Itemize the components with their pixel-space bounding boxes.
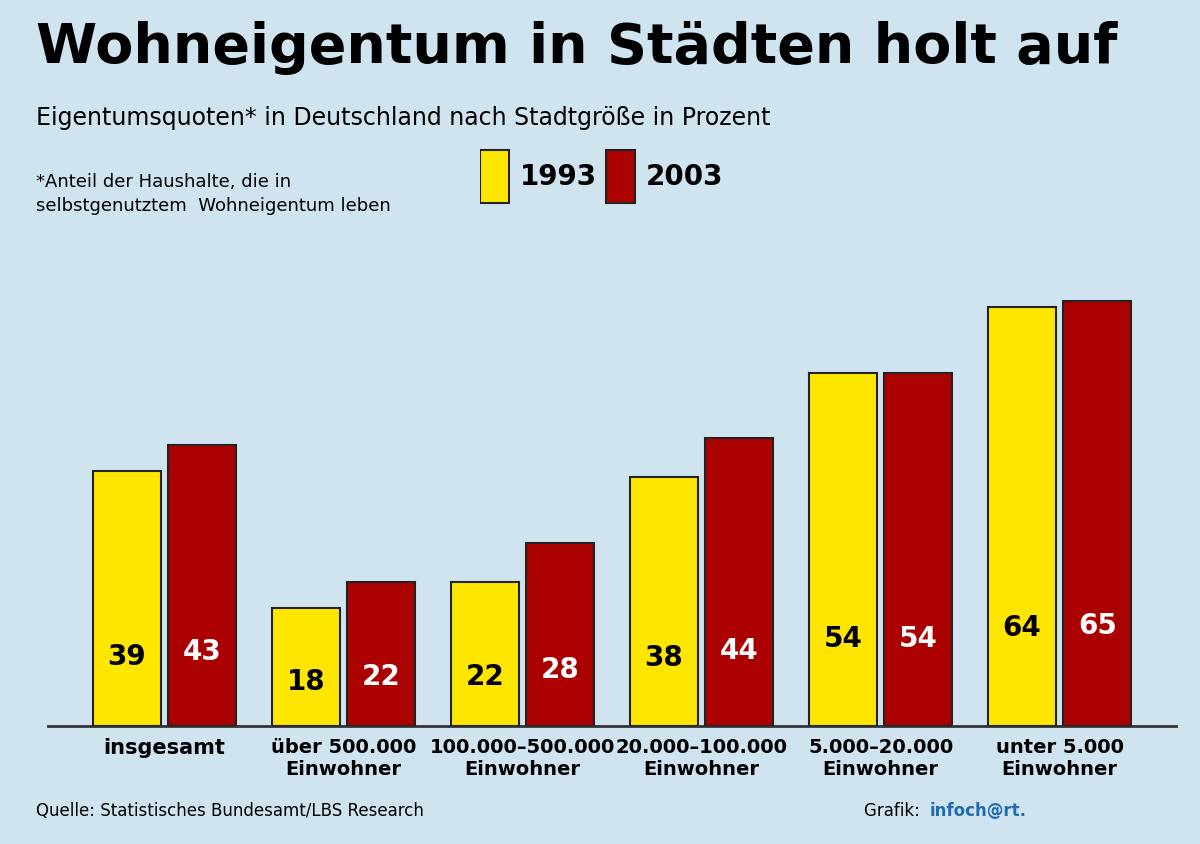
Bar [451,582,518,726]
Text: 39: 39 [108,642,146,670]
Bar [809,373,877,726]
Text: Eigentumsquoten* in Deutschland nach Stadtgröße in Prozent: Eigentumsquoten* in Deutschland nach Sta… [36,106,770,129]
Text: 2003: 2003 [646,163,724,192]
Text: 65: 65 [1078,612,1117,640]
Text: 43: 43 [182,637,221,666]
Text: 38: 38 [644,643,683,672]
Bar [168,445,236,726]
Bar [884,373,952,726]
Text: 64: 64 [1003,613,1042,641]
Bar [272,609,340,726]
Text: 44: 44 [720,636,758,664]
Bar [480,150,509,203]
Text: 54: 54 [823,625,863,652]
Text: Wohneigentum in Städten holt auf: Wohneigentum in Städten holt auf [36,21,1117,75]
Text: 22: 22 [361,663,401,690]
Bar [347,582,415,726]
Bar [1063,301,1132,726]
Bar [526,543,594,726]
Text: 18: 18 [287,667,325,695]
Bar [606,150,635,203]
Text: *Anteil der Haushalte, die in
selbstgenutztem  Wohneigentum leben: *Anteil der Haushalte, die in selbstgenu… [36,173,391,214]
Text: 54: 54 [899,625,937,652]
Text: Grafik:: Grafik: [864,801,925,819]
Text: 28: 28 [541,655,580,683]
Bar [988,308,1056,726]
Text: infoch@rt.: infoch@rt. [930,801,1027,819]
Bar [630,478,698,726]
Bar [92,471,161,726]
Text: 1993: 1993 [520,163,596,192]
Text: Quelle: Statistisches Bundesamt/LBS Research: Quelle: Statistisches Bundesamt/LBS Rese… [36,801,424,819]
Text: 22: 22 [466,663,504,690]
Bar [706,439,773,726]
